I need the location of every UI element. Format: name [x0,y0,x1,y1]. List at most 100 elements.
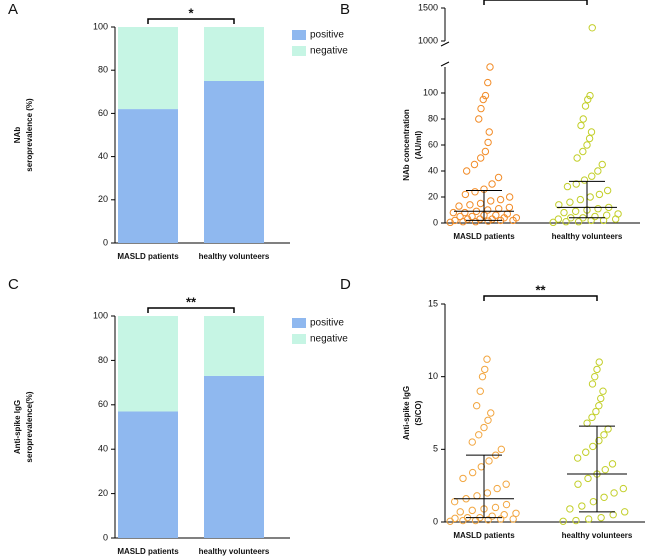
data-point [472,402,481,410]
significance-label: ** [530,0,541,1]
legend-swatch [292,46,306,56]
bar-segment [118,27,178,110]
data-point [483,489,492,497]
data-point [488,215,496,223]
y-axis-label: seroprevalence (%) [25,98,34,172]
data-point [597,394,605,403]
data-point [574,218,583,226]
data-point [589,497,598,506]
data-point [484,78,492,87]
y-tick-label: 0 [433,516,438,526]
data-point [588,172,596,180]
data-point [600,493,608,501]
data-point [476,199,485,208]
data-point [566,505,574,513]
data-point [583,419,591,427]
data-point [455,202,463,210]
data-point [484,516,492,524]
data-point [573,154,581,162]
data-point [484,217,492,225]
y-tick-label: 20 [98,488,108,498]
data-point [594,205,602,213]
data-point [587,128,596,136]
data-point [481,365,489,374]
y-tick-label: 1000 [418,35,438,45]
data-point [592,407,600,416]
data-point [484,206,492,214]
x-tick-label: healthy volunteers [199,252,270,261]
data-point [587,216,595,225]
data-point [484,416,492,424]
data-point [595,436,603,445]
data-point [500,511,508,519]
data-point [604,425,612,433]
data-point [598,160,606,169]
bar-segment [204,81,264,243]
data-point [487,197,495,205]
data-point [494,173,503,182]
legend-label: positive [310,30,344,41]
legend-label: negative [310,46,348,57]
legend-swatch [292,318,306,328]
x-tick-label: MASLD patients [453,531,515,540]
significance-bracket [483,0,588,5]
y-tick-label: 80 [428,113,438,123]
data-point [594,167,602,175]
significance-label: * [188,5,194,20]
data-point [462,167,471,175]
y-axis-label: Anti-spike IgG [402,386,411,440]
data-point [580,176,589,184]
x-tick-label: MASLD patients [117,547,179,556]
data-point [461,208,469,217]
data-point [495,205,503,213]
data-point [559,517,567,525]
data-point [487,409,495,417]
data-point [480,423,488,432]
y-tick-label: 60 [98,399,108,409]
data-point [574,480,582,488]
data-point [477,463,486,471]
data-point [572,516,580,525]
y-tick-label: 40 [98,444,108,454]
y-tick-label: 80 [98,355,108,365]
y-tick-label: 10 [428,371,438,381]
bar-segment [204,375,264,538]
data-point [485,128,493,136]
y-axis-label: Anti-spike IgG [13,400,22,454]
data-point [579,147,587,156]
data-point [588,413,596,422]
data-point [586,91,594,100]
panel-label: B [340,1,350,18]
data-point [591,372,599,381]
data-point [608,460,617,468]
data-point [554,215,563,223]
data-point [502,500,511,509]
data-point [601,465,609,474]
data-point [571,207,580,216]
data-point [488,180,496,188]
data-point [591,212,599,221]
significance-label: ** [535,282,546,297]
data-point [588,24,596,32]
data-point [496,515,505,523]
y-axis-label: (AU/ml) [414,130,423,159]
data-point [450,497,459,506]
data-point [459,474,467,483]
significance-bracket [483,295,598,301]
y-tick-label: 20 [98,194,108,204]
data-point [496,195,505,204]
data-point [468,506,476,515]
data-point [446,218,454,227]
data-point [477,104,485,113]
data-point [600,431,608,439]
panel-label: D [340,276,351,293]
data-point [468,468,477,477]
significance-bracket [147,18,235,24]
bar-segment [118,411,178,538]
panel-label: C [8,276,19,293]
data-point [584,95,592,104]
y-tick-label: 0 [103,532,108,542]
data-point [555,201,563,209]
y-axis-label: seroprevalence(%) [25,391,34,462]
significance-label: ** [186,294,197,309]
